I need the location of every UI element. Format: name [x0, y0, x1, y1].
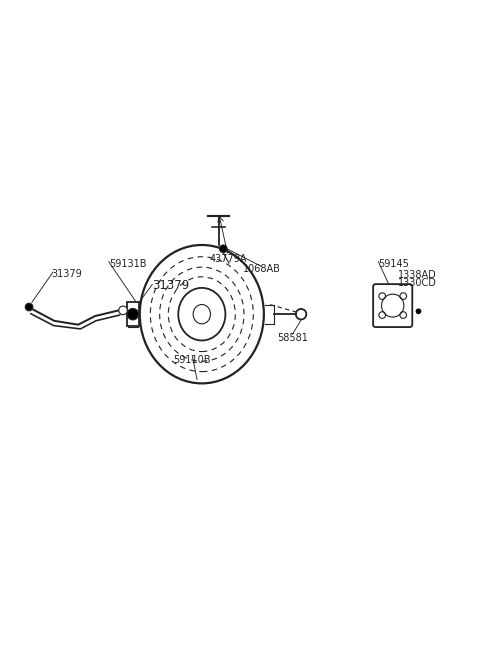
- Circle shape: [119, 306, 127, 315]
- Bar: [127, 302, 139, 326]
- Circle shape: [25, 304, 33, 311]
- Circle shape: [127, 308, 139, 320]
- Text: 1338AD: 1338AD: [398, 269, 437, 280]
- Text: 59110B: 59110B: [174, 355, 211, 365]
- Text: 31379: 31379: [51, 269, 82, 279]
- Text: 31379: 31379: [152, 279, 189, 292]
- Text: 1068AB: 1068AB: [242, 264, 280, 274]
- Circle shape: [416, 308, 421, 314]
- Text: 59131B: 59131B: [109, 259, 146, 269]
- Circle shape: [219, 245, 227, 253]
- Text: 59145: 59145: [378, 259, 409, 269]
- Text: 43779A: 43779A: [209, 254, 247, 264]
- FancyBboxPatch shape: [373, 284, 412, 327]
- Text: 58581: 58581: [277, 333, 308, 343]
- Text: 1330CD: 1330CD: [398, 278, 437, 288]
